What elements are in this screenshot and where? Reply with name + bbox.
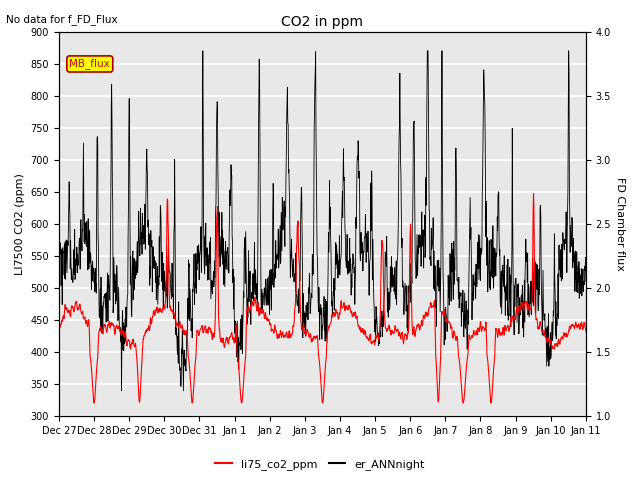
Y-axis label: LI7500 CO2 (ppm): LI7500 CO2 (ppm) (15, 173, 25, 275)
Title: CO2 in ppm: CO2 in ppm (282, 15, 364, 29)
Legend: li75_co2_ppm, er_ANNnight: li75_co2_ppm, er_ANNnight (211, 455, 429, 474)
Y-axis label: FD Chamber flux: FD Chamber flux (615, 177, 625, 271)
Text: MB_flux: MB_flux (70, 59, 110, 70)
Text: No data for f_FD_Flux: No data for f_FD_Flux (6, 14, 118, 25)
